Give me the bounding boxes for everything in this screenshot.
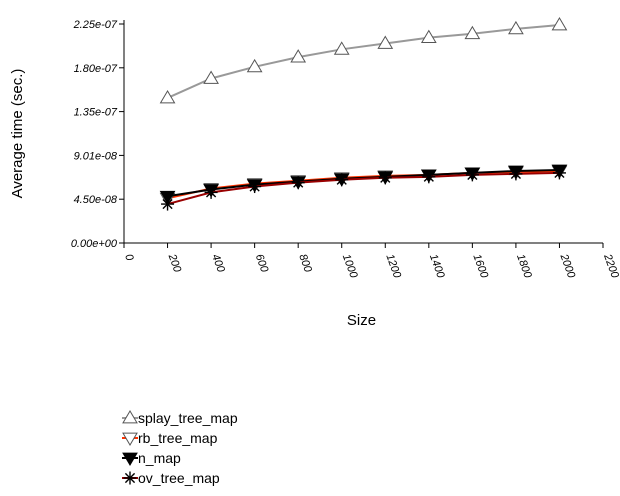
data-point	[552, 166, 566, 180]
y-axis-title: Average time (sec.)	[9, 69, 26, 199]
legend-item: splay_tree_map	[122, 410, 238, 426]
legend-item: n_map	[122, 450, 181, 466]
asterisk-stroke	[293, 177, 304, 188]
x-tick-label: 200	[165, 252, 183, 275]
x-tick-label: 1200	[383, 253, 403, 281]
asterisk-stroke	[380, 172, 391, 183]
data-point	[159, 190, 176, 205]
asterisk-stroke	[336, 174, 347, 185]
data-point	[248, 180, 262, 194]
legend-marker	[122, 432, 138, 446]
data-point	[378, 171, 392, 185]
data-point	[161, 197, 175, 211]
data-point	[464, 25, 481, 40]
data-point	[551, 16, 568, 31]
x-tick-label: 1400	[427, 253, 447, 281]
data-point	[203, 70, 219, 84]
asterisk-stroke	[554, 167, 565, 179]
data-point	[333, 41, 350, 55]
x-tick-label: 400	[209, 253, 227, 275]
x-tick-label: 1000	[340, 253, 360, 281]
y-tick-label: 4.50e-08	[74, 194, 118, 206]
legend-label: ov_tree_map	[138, 470, 220, 486]
data-point	[422, 170, 436, 184]
x-tick-label: 2200	[601, 252, 620, 281]
asterisk-stroke	[205, 187, 217, 198]
x-tick-label: 800	[296, 253, 314, 275]
legend-marker	[123, 471, 137, 485]
asterisk-stroke	[249, 181, 260, 192]
asterisk-stroke	[124, 472, 136, 484]
data-point	[465, 168, 479, 182]
x-tick-label: 1600	[470, 253, 490, 281]
y-tick-label: 1.35e-07	[74, 107, 118, 119]
data-point	[377, 35, 394, 49]
data-point	[509, 167, 523, 181]
data-point	[335, 173, 349, 187]
y-tick-label: 1.80e-07	[74, 63, 118, 75]
x-tick-label: 1800	[514, 253, 534, 281]
x-tick-label: 2000	[557, 252, 577, 281]
series-n_map	[159, 164, 568, 205]
y-tick-label: 2.25e-07	[73, 19, 118, 31]
series-line	[167, 23, 560, 99]
legend-label: splay_tree_map	[138, 410, 238, 426]
data-point	[246, 58, 263, 73]
data-point	[508, 20, 524, 35]
legend-item: rb_tree_map	[122, 430, 218, 446]
asterisk-stroke	[510, 168, 522, 179]
x-tick-label: 0	[122, 253, 136, 264]
asterisk-stroke	[162, 198, 173, 210]
series-ov_tree_map	[161, 166, 566, 211]
asterisk-stroke	[467, 169, 478, 180]
legend-label: rb_tree_map	[138, 430, 218, 446]
data-point	[159, 89, 176, 104]
asterisk-stroke	[423, 171, 434, 182]
legend-label: n_map	[138, 450, 181, 466]
legend-marker	[122, 410, 138, 424]
data-point	[420, 29, 437, 44]
series-line	[167, 171, 560, 206]
series-splay_tree_map	[159, 16, 568, 104]
y-tick-label: 0.00e+00	[71, 238, 118, 250]
x-tick-label: 600	[253, 253, 271, 275]
data-point	[204, 185, 218, 199]
y-tick-label: 9.01e-08	[74, 150, 118, 162]
data-point	[291, 176, 305, 190]
data-point	[290, 49, 307, 63]
x-axis-title: Size	[347, 312, 376, 329]
legend-item: ov_tree_map	[122, 470, 220, 486]
legend-marker	[122, 452, 138, 466]
